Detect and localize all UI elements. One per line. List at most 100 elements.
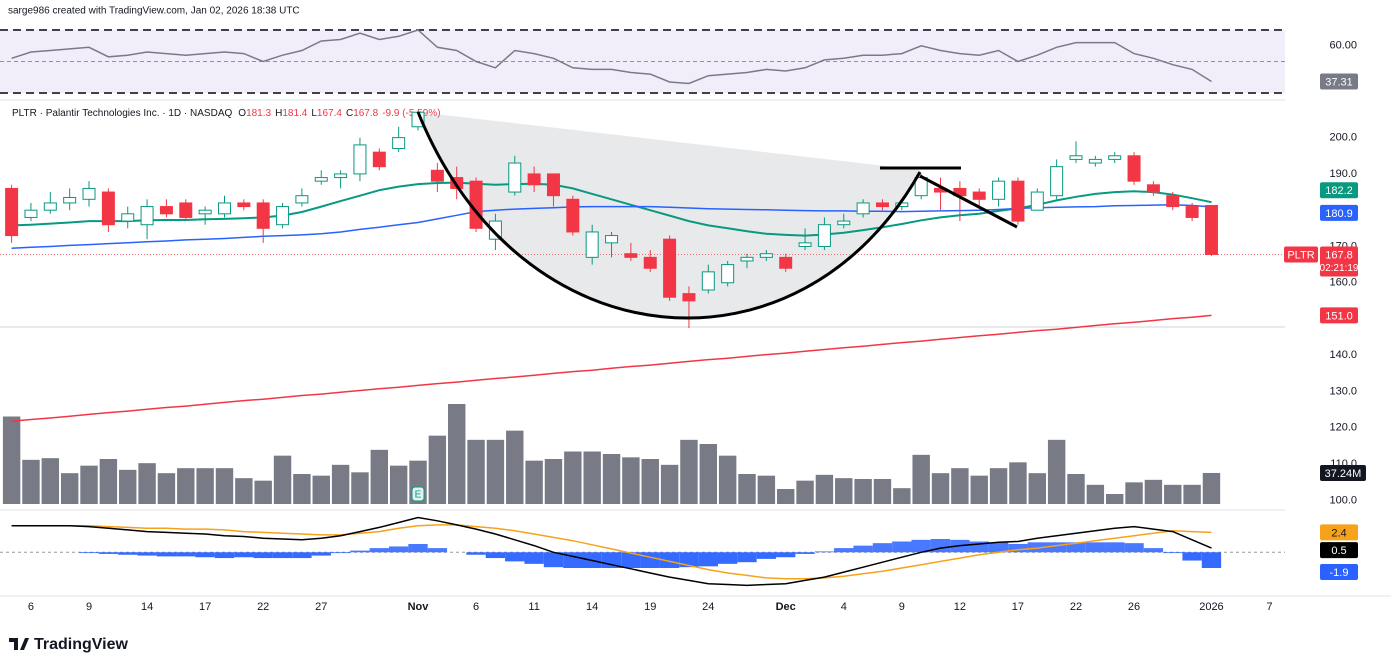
x-tick-label: 11 xyxy=(528,601,539,613)
macd-histogram-bar xyxy=(118,552,138,555)
macd-histogram-bar xyxy=(427,548,448,553)
macd-histogram-bar xyxy=(369,548,389,553)
x-tick-label: Dec xyxy=(776,601,796,613)
candle-body xyxy=(430,169,444,182)
volume-bar xyxy=(564,451,582,504)
macd-histogram-bar xyxy=(698,552,718,567)
volume-bar xyxy=(2,416,21,504)
candle-body xyxy=(624,253,638,258)
volume-bar xyxy=(951,468,969,504)
volume-bar xyxy=(448,404,466,504)
macd-histogram-bar xyxy=(1008,543,1028,553)
macd-signal xyxy=(11,524,1212,580)
candle-body xyxy=(1204,204,1218,255)
candle-body xyxy=(63,196,77,204)
candle-body xyxy=(5,187,19,237)
earnings-label: E xyxy=(415,490,422,501)
candle-body xyxy=(992,180,1006,200)
x-tick-label: 7 xyxy=(1266,601,1272,613)
price-badge xyxy=(1320,307,1358,324)
volume-bar xyxy=(776,489,795,504)
macd-histogram-bar xyxy=(524,552,544,564)
y-tick-label: 100.0 xyxy=(1329,494,1357,506)
macd-histogram-bar xyxy=(1143,548,1164,553)
volume-bar xyxy=(312,475,330,504)
price-badge xyxy=(1320,464,1366,481)
macd-histogram-bar xyxy=(234,552,254,558)
candle-body xyxy=(295,195,309,204)
volume-bar xyxy=(544,459,563,504)
volume-bar xyxy=(389,465,408,504)
candle-body xyxy=(256,202,270,229)
credit: sarge986 created with TradingView.com, J… xyxy=(8,6,300,17)
candle-body xyxy=(43,202,57,211)
macd-histogram-bar xyxy=(814,551,835,553)
x-tick-label: 17 xyxy=(1012,601,1024,613)
macd-histogram-bar xyxy=(1046,542,1067,553)
macd-histogram-bar xyxy=(659,552,680,568)
symbol-header: PLTR · Palantir Technologies Inc. · 1D ·… xyxy=(12,108,441,119)
candle-body xyxy=(198,209,212,215)
ohlc-letter: H xyxy=(275,108,282,119)
volume-bar xyxy=(854,479,872,504)
macd-histogram-bar xyxy=(776,552,796,558)
macd-histogram-bar xyxy=(311,552,331,556)
candle-body xyxy=(779,256,793,269)
volume-bar xyxy=(796,480,814,504)
volume-bar xyxy=(273,455,292,504)
macd-histogram-bar xyxy=(1027,542,1047,553)
candle-body xyxy=(721,264,735,284)
volume-bar xyxy=(351,472,369,504)
macd-histogram-bar xyxy=(1201,552,1222,568)
x-tick-label: 9 xyxy=(899,601,905,613)
macd-histogram-bar xyxy=(292,552,312,559)
volume-bar xyxy=(970,475,988,504)
volume-bar xyxy=(254,480,272,504)
macd-histogram-bar xyxy=(640,552,660,568)
macd-histogram-bar xyxy=(756,552,777,559)
macd-histogram-bar xyxy=(388,546,409,553)
symbol-tag xyxy=(1284,246,1318,263)
macd-histogram-bar xyxy=(137,552,157,556)
ohlc-value: 181.3 xyxy=(246,108,271,119)
volume-bar xyxy=(893,488,911,504)
volume-bar xyxy=(583,451,601,504)
ohlc-value: 167.4 xyxy=(317,108,342,119)
volume-bar xyxy=(506,430,524,504)
candle-body xyxy=(643,256,657,269)
candle-body xyxy=(817,224,831,247)
volume-bar xyxy=(1009,462,1027,504)
ohlc-value: 181.4 xyxy=(282,108,307,119)
macd-histogram-bar xyxy=(214,552,235,559)
symbol-title: PLTR · Palantir Technologies Inc. · 1D ·… xyxy=(12,108,232,119)
price-badge-label: 180.9 xyxy=(1325,208,1353,220)
candle-body xyxy=(1185,206,1199,218)
volume-bar xyxy=(815,474,834,504)
y-tick-label: 200.0 xyxy=(1329,132,1357,144)
volume-bar xyxy=(757,475,776,504)
cup-curve xyxy=(416,111,922,320)
x-tick-label: 4 xyxy=(841,601,847,613)
volume-bar xyxy=(138,463,156,504)
candle-body xyxy=(24,209,38,218)
x-tick-label: 6 xyxy=(473,601,479,613)
macd-histogram-bar xyxy=(1124,543,1144,553)
rsi-band xyxy=(0,30,1285,93)
candle-body xyxy=(663,238,677,298)
candle-body xyxy=(585,231,599,258)
volume-bar xyxy=(1164,484,1182,504)
price-badge-label: 182.2 xyxy=(1325,185,1353,197)
macd-histogram-bar xyxy=(1163,552,1183,554)
volume-bar xyxy=(1086,484,1105,504)
ohlc-value: 167.8 xyxy=(353,108,378,119)
candle-body xyxy=(546,173,560,197)
candle-body xyxy=(1166,195,1180,208)
macd-histogram-bar xyxy=(485,552,506,559)
countdown-label: 02:21:19 xyxy=(1320,263,1359,274)
candle-body xyxy=(121,213,135,222)
rsi-tick-label: 60.00 xyxy=(1329,40,1357,52)
macd-histogram-bar xyxy=(195,552,215,558)
volume-bar xyxy=(196,468,214,504)
volume-bar xyxy=(22,459,40,504)
